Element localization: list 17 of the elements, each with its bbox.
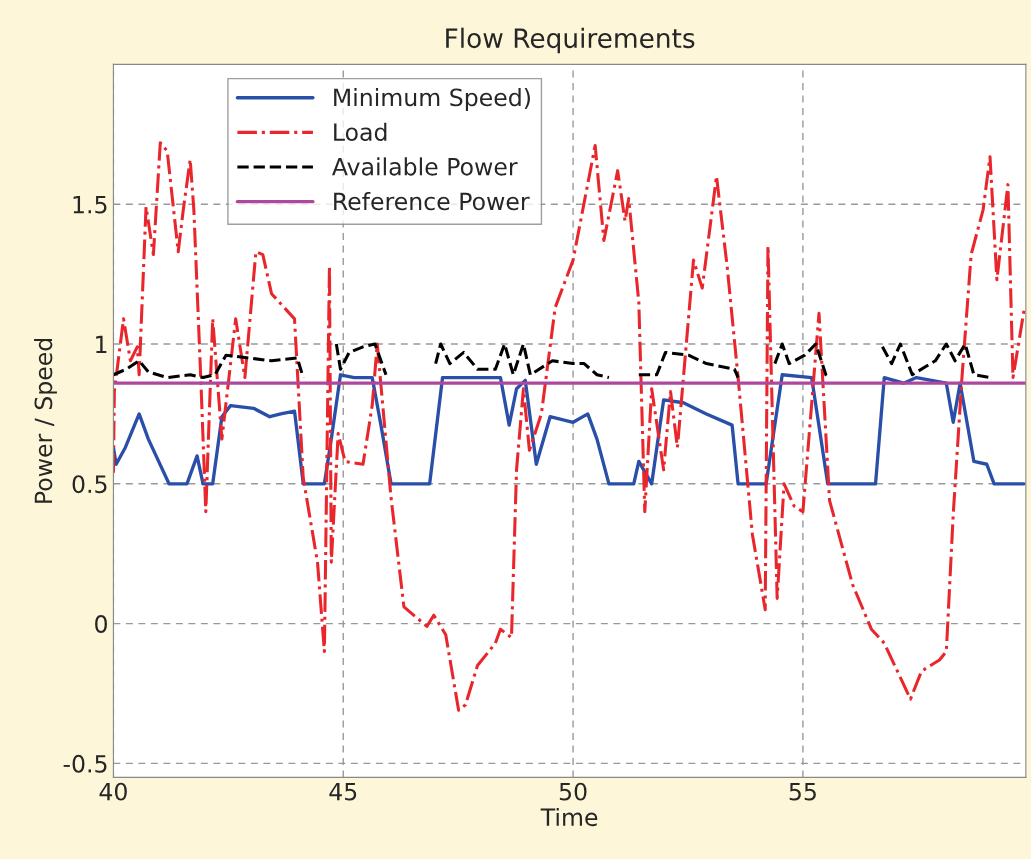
chart-title: Flow Requirements	[446, 27, 695, 54]
x-tick-label: 45	[329, 782, 357, 801]
x-tick-label: 55	[789, 782, 816, 801]
y-tick-label: 1	[96, 335, 107, 353]
line-series	[113, 141, 1026, 712]
y-tick-label: 0.5	[72, 475, 107, 494]
legend-label: Minimum Speed)	[334, 88, 530, 111]
legend-label: Load	[334, 122, 387, 141]
y-axis-title: Power / Speed	[34, 338, 57, 503]
x-tick-label: 50	[559, 782, 587, 801]
legend-label: Available Power	[332, 157, 518, 176]
y-tick-label: 0	[95, 615, 107, 633]
x-tick-label: 40	[99, 782, 127, 801]
y-tick-label: 1.5	[73, 195, 107, 214]
legend-label: Reference Power	[334, 192, 530, 211]
x-axis-title: Time	[540, 807, 598, 827]
y-tick-label: -0.5	[63, 754, 107, 773]
